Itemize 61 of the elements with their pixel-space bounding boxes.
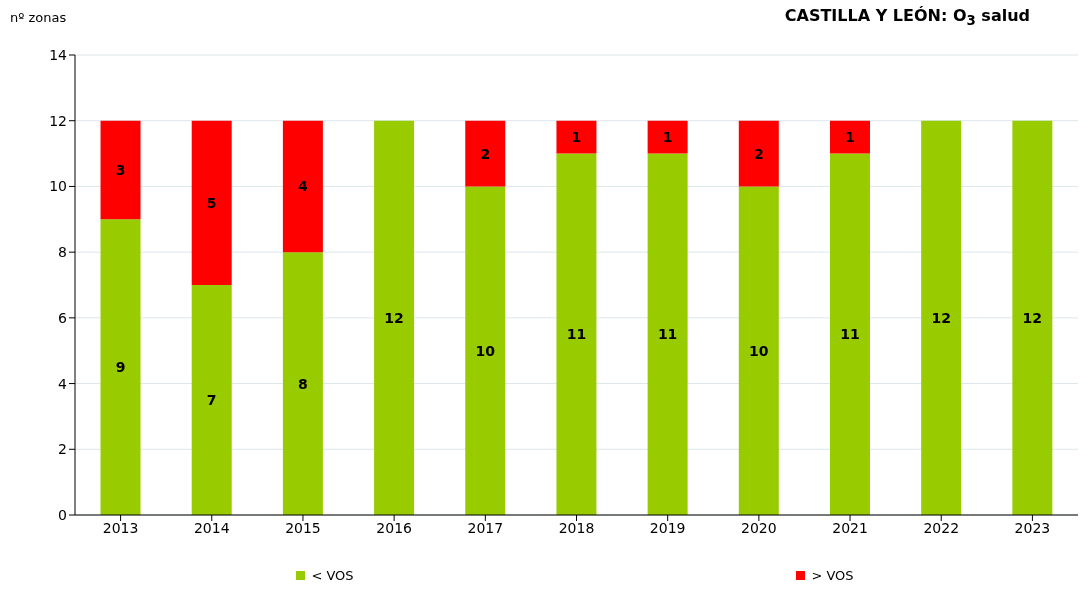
bar [829, 120, 870, 154]
bar [100, 120, 141, 220]
y-tick-label: 12 [49, 112, 67, 129]
x-tick-label: 2017 [467, 519, 504, 536]
x-tick-label: 2023 [1014, 519, 1051, 536]
bar [647, 120, 688, 154]
y-tick-label: 10 [49, 178, 67, 195]
bar [100, 219, 141, 515]
y-tick-label: 0 [58, 506, 67, 523]
bar [374, 120, 415, 515]
legend-label: < VOS [311, 568, 354, 583]
x-tick-label: 2016 [376, 519, 413, 536]
x-tick-label: 2014 [193, 519, 230, 536]
data-label: 10 [749, 342, 769, 359]
y-axis-title: nº zonas [10, 10, 67, 25]
data-label: 11 [840, 326, 860, 343]
y-tick-label: 8 [58, 244, 67, 261]
bar [921, 120, 962, 515]
data-label: 7 [206, 391, 217, 408]
bar [738, 120, 779, 187]
x-tick-label: 2021 [832, 519, 868, 536]
bar [647, 153, 688, 515]
data-label: 10 [475, 342, 496, 359]
legend-label: > VOS [811, 568, 854, 583]
data-label: 8 [298, 375, 308, 392]
data-label: 12 [1022, 309, 1043, 326]
bar [191, 120, 232, 285]
bar [465, 186, 506, 515]
data-label: 1 [571, 129, 582, 146]
bar [465, 120, 506, 187]
data-label: 11 [566, 326, 587, 343]
x-tick-label: 2022 [923, 519, 960, 536]
data-label: 11 [657, 326, 678, 343]
y-tick-label: 14 [49, 46, 68, 63]
bar [556, 120, 597, 154]
data-label: 3 [115, 161, 126, 178]
data-label: 2 [753, 145, 764, 162]
data-label: 12 [931, 309, 951, 326]
bar [282, 120, 323, 253]
bar [1012, 120, 1053, 515]
x-tick-label: 2015 [285, 519, 321, 536]
data-label: 4 [298, 178, 309, 195]
x-tick-label: 2013 [102, 519, 139, 536]
chart-title: CASTILLA Y LEÓN: O$_{3}$ salud [784, 6, 1030, 29]
data-label: 9 [115, 359, 126, 376]
y-tick-label: 4 [58, 375, 68, 392]
bar [829, 153, 870, 515]
x-tick-label: 2018 [558, 519, 595, 536]
data-label: 5 [206, 194, 217, 211]
bar [556, 153, 597, 515]
bar [282, 252, 323, 515]
data-label: 2 [480, 145, 491, 162]
y-tick-label: 2 [58, 441, 67, 458]
bar [191, 285, 232, 515]
y-tick-label: 6 [58, 309, 68, 326]
data-label: 12 [384, 309, 404, 326]
data-label: 1 [662, 129, 673, 146]
data-label: 1 [845, 129, 855, 146]
x-tick-label: 2019 [649, 519, 686, 536]
bar [738, 186, 779, 515]
x-tick-label: 2020 [741, 519, 777, 536]
